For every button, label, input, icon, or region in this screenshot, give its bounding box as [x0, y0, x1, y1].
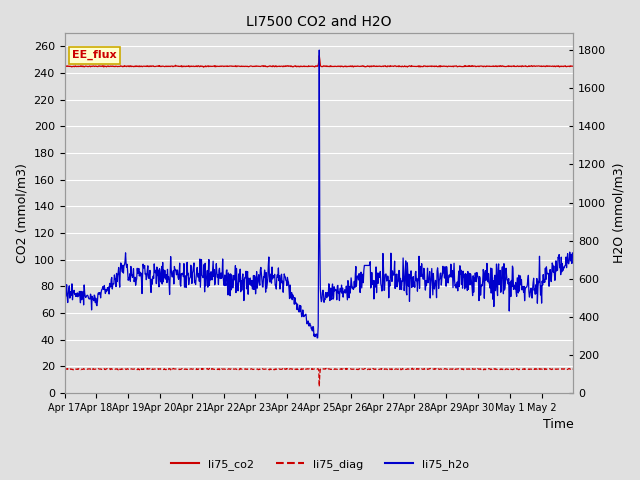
Text: EE_flux: EE_flux: [72, 50, 116, 60]
Y-axis label: H2O (mmol/m3): H2O (mmol/m3): [612, 163, 625, 264]
X-axis label: Time: Time: [543, 419, 573, 432]
Y-axis label: CO2 (mmol/m3): CO2 (mmol/m3): [15, 163, 28, 263]
Legend: li75_co2, li75_diag, li75_h2o: li75_co2, li75_diag, li75_h2o: [166, 455, 474, 474]
Title: LI7500 CO2 and H2O: LI7500 CO2 and H2O: [246, 15, 392, 29]
